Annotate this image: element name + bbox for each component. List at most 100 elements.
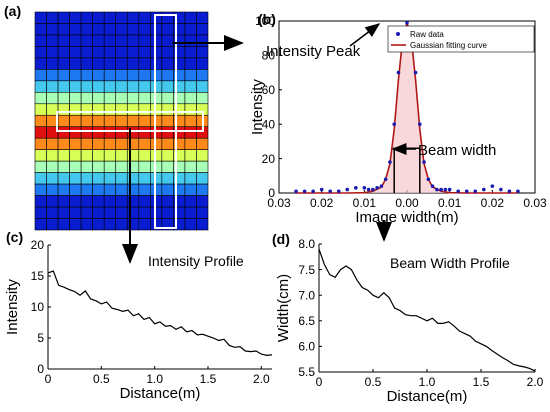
heatmap-cell — [138, 11, 151, 24]
heatmap-cell — [80, 46, 93, 59]
heatmap-cell — [115, 218, 128, 231]
heatmap-cell — [80, 218, 93, 231]
heatmap-cell — [69, 34, 82, 47]
heatmap-cell — [57, 149, 70, 162]
heatmap-cell — [150, 172, 163, 185]
heatmap-cell — [80, 57, 93, 70]
heatmap-cell — [126, 137, 140, 150]
raw-data-point — [447, 187, 452, 192]
heatmap-cell — [115, 183, 128, 196]
heatmap-cell — [92, 195, 105, 208]
heatmap-cell — [196, 92, 209, 105]
heatmap-cell — [161, 126, 174, 139]
heatmap-cell — [46, 206, 59, 219]
x-axis-label: Distance(m) — [387, 388, 468, 405]
heatmap-cell — [196, 172, 209, 185]
heatmap-cell — [57, 137, 70, 150]
peak-arrow — [349, 23, 381, 47]
heatmap-cell — [69, 46, 82, 59]
raw-data-point — [499, 187, 503, 192]
raw-data-point — [294, 189, 298, 194]
raw-data-point — [392, 122, 397, 126]
heatmap-cell — [57, 218, 70, 231]
x-tick-label: 0.03 — [523, 196, 547, 210]
y-tick-label: 80 — [262, 49, 276, 63]
raw-data-point — [473, 189, 478, 194]
heatmap-cell — [57, 46, 70, 59]
heatmap-cell — [138, 149, 151, 162]
heatmap-cell — [103, 103, 117, 116]
heatmap-cell — [161, 23, 174, 36]
heatmap-cell — [46, 149, 59, 162]
heatmap-cell — [138, 195, 151, 208]
heatmap-cell — [34, 57, 47, 70]
heatmap-cell — [92, 34, 105, 47]
heatmap-cell — [34, 114, 47, 128]
heatmap-cell — [184, 149, 197, 162]
y-tick-label: 8.0 — [298, 237, 315, 251]
heatmap-cell — [196, 23, 209, 36]
heatmap-cell — [115, 149, 128, 162]
heatmap-cell — [126, 160, 140, 173]
heatmap-cell — [150, 57, 163, 70]
heatmap-cell — [69, 183, 82, 196]
heatmap-cell — [34, 160, 47, 173]
y-tick-label: 5.5 — [298, 365, 315, 379]
heatmap-cell — [57, 103, 70, 116]
raw-data-point — [354, 186, 358, 190]
heatmap-cell — [57, 80, 70, 93]
heatmap-cell — [103, 195, 117, 208]
heatmap-cell — [115, 137, 128, 150]
heatmap-cell — [150, 11, 163, 24]
heatmap-cell — [138, 57, 151, 70]
heatmap-cell — [196, 34, 209, 47]
heatmap-cell — [161, 69, 174, 82]
raw-data-point — [336, 189, 341, 194]
heatmap-cell — [69, 69, 82, 82]
heatmap-cell — [184, 172, 197, 185]
heatmap-cell — [34, 92, 47, 105]
heatmap-cell — [184, 34, 197, 47]
y-tick-label: 0 — [37, 362, 44, 376]
heatmap-cell — [138, 137, 151, 150]
heatmap-cell — [34, 80, 47, 93]
gaussian-fit-chart: 0.03 0.02 0.01 0.00 0.01 0.02 0.03020406080100… — [249, 14, 547, 226]
heatmap-cell — [184, 11, 197, 24]
heatmap-cell — [69, 114, 82, 128]
raw-data-point — [375, 186, 379, 190]
heatmap-cell — [138, 218, 151, 231]
heatmap-cell — [161, 183, 174, 196]
legend-raw-marker — [396, 32, 400, 36]
heatmap-cell — [161, 206, 174, 219]
annotations: Intensity Peak Beam width — [122, 23, 496, 264]
y-tick-label: 6.0 — [298, 340, 315, 354]
raw-data-point — [371, 187, 375, 192]
intensity-peak-annotation: Intensity Peak — [266, 43, 361, 60]
heatmap-cell — [80, 11, 93, 24]
heatmap-cell — [196, 183, 209, 196]
heatmap-cell — [184, 80, 197, 93]
heatmap-cell — [184, 160, 197, 173]
heatmap-cell — [196, 195, 209, 208]
y-tick-label: 10 — [31, 300, 45, 314]
raw-data-point — [464, 189, 469, 194]
heatmap-cell — [161, 46, 174, 59]
x-tick-label: 0.02 — [481, 196, 505, 210]
x-tick-label: 0.5 — [93, 372, 110, 386]
heatmap-cell — [57, 92, 70, 105]
heatmap-cell — [46, 195, 59, 208]
heatmap-cell — [46, 80, 59, 93]
heatmap-cell — [46, 57, 59, 70]
heatmap-cell — [34, 149, 47, 162]
heatmap-cell — [69, 80, 82, 93]
raw-data-point — [366, 187, 371, 192]
raw-data-point — [319, 187, 324, 192]
heatmap-cell — [80, 149, 93, 162]
x-tick-label: 1.5 — [473, 375, 490, 389]
raw-data-point — [311, 189, 315, 194]
heatmap-cell — [184, 126, 197, 139]
raw-data-point — [396, 70, 401, 75]
heatmap-cell — [57, 160, 70, 173]
heatmap-cell — [103, 149, 117, 162]
heatmap-cell — [150, 183, 163, 196]
